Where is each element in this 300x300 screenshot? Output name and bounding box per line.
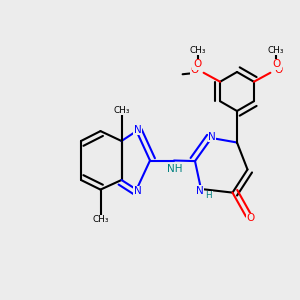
Text: O: O xyxy=(246,213,254,223)
Text: O: O xyxy=(273,59,281,69)
Text: NH: NH xyxy=(167,164,182,174)
Text: CH₃: CH₃ xyxy=(92,215,109,224)
Text: N: N xyxy=(134,186,142,196)
Text: CH₃: CH₃ xyxy=(190,46,206,55)
Text: N: N xyxy=(208,131,216,142)
Text: O: O xyxy=(190,65,199,75)
Text: O: O xyxy=(275,65,283,75)
Text: H: H xyxy=(206,191,212,200)
Text: CH₃: CH₃ xyxy=(268,46,284,55)
Text: O: O xyxy=(193,59,201,69)
Text: N: N xyxy=(134,124,142,135)
Text: N: N xyxy=(196,185,204,196)
Text: CH₃: CH₃ xyxy=(113,106,130,115)
